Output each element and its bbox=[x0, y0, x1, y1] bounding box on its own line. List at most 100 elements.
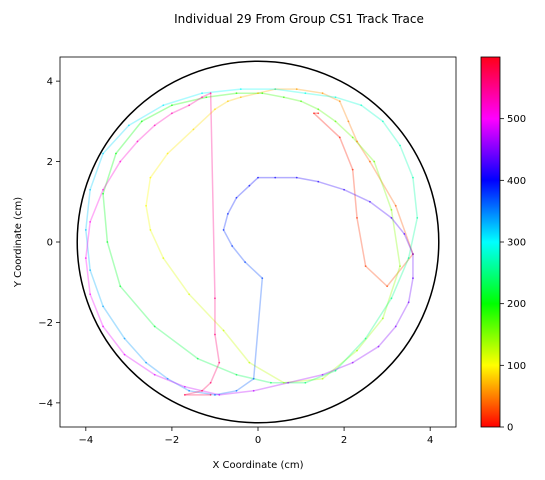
y-tick-label: −4 bbox=[38, 398, 53, 409]
track-point bbox=[360, 104, 363, 107]
track-segment bbox=[196, 357, 238, 376]
track-segment bbox=[382, 120, 401, 147]
track-point bbox=[235, 373, 238, 376]
track-point bbox=[231, 245, 234, 247]
track-segment bbox=[339, 136, 354, 171]
track-segment bbox=[214, 333, 221, 364]
track-segment bbox=[283, 96, 302, 102]
track-segment bbox=[222, 213, 229, 231]
track-segment bbox=[184, 390, 203, 396]
track-segment bbox=[399, 144, 414, 179]
y-tick-label: 0 bbox=[47, 238, 53, 249]
track-segment bbox=[343, 188, 371, 203]
track-segment bbox=[145, 176, 152, 207]
track-point bbox=[214, 333, 216, 336]
track-point bbox=[399, 144, 401, 147]
track-segment bbox=[102, 192, 109, 243]
track-segment bbox=[356, 140, 371, 163]
x-tick-label: 4 bbox=[427, 435, 433, 446]
track-point bbox=[102, 152, 104, 155]
track-segment bbox=[166, 377, 190, 392]
colorbar-tick-label: 500 bbox=[507, 114, 526, 125]
colorbar-tick-label: 100 bbox=[507, 361, 526, 372]
track-point bbox=[407, 257, 410, 259]
track-point bbox=[140, 120, 143, 123]
track-point bbox=[145, 204, 147, 207]
track-point bbox=[102, 325, 104, 328]
track-segment bbox=[119, 140, 139, 163]
track-point bbox=[205, 96, 208, 99]
track-segment bbox=[394, 301, 410, 328]
track-point bbox=[274, 88, 277, 91]
track-segment bbox=[295, 88, 324, 94]
track-point bbox=[295, 88, 298, 91]
track-point bbox=[313, 112, 315, 115]
track-point bbox=[261, 92, 264, 95]
track-segment bbox=[373, 160, 393, 211]
track-point bbox=[390, 208, 393, 211]
track-point bbox=[226, 100, 229, 103]
track-point bbox=[218, 361, 221, 364]
track-point bbox=[102, 305, 104, 308]
track-segment bbox=[119, 285, 156, 328]
track-point bbox=[214, 297, 216, 300]
track-segment bbox=[166, 128, 195, 155]
track-segment bbox=[214, 100, 229, 111]
track-segment bbox=[205, 92, 238, 98]
track-point bbox=[201, 389, 203, 392]
track-segment bbox=[364, 297, 393, 340]
track-point bbox=[218, 393, 221, 396]
track-point bbox=[317, 108, 320, 111]
track-segment bbox=[227, 96, 242, 102]
track-segment bbox=[89, 269, 104, 308]
track-point bbox=[351, 136, 354, 139]
track-point bbox=[334, 120, 337, 123]
x-axis-title: X Coordinate (cm) bbox=[212, 460, 303, 471]
track-segment bbox=[334, 96, 363, 107]
track-segment bbox=[394, 205, 414, 255]
track-point bbox=[412, 176, 414, 179]
track-segment bbox=[192, 108, 216, 131]
track-point bbox=[399, 265, 401, 268]
track-point bbox=[416, 216, 419, 219]
track-point bbox=[102, 188, 104, 191]
track-segment bbox=[153, 112, 173, 127]
track-point bbox=[115, 152, 117, 155]
track-segment bbox=[123, 337, 147, 364]
colorbar-gradient bbox=[481, 57, 500, 427]
track-segment bbox=[317, 108, 337, 123]
track-point bbox=[412, 277, 414, 280]
track-point bbox=[369, 160, 371, 163]
track-segment bbox=[412, 176, 419, 219]
track-point bbox=[300, 100, 302, 103]
track-point bbox=[171, 104, 173, 107]
track-point bbox=[412, 253, 414, 255]
track-segment bbox=[145, 361, 169, 380]
track-segment bbox=[295, 176, 320, 183]
track-segment bbox=[369, 160, 397, 207]
track-point bbox=[153, 124, 156, 127]
track-segment bbox=[334, 120, 354, 139]
track-segment bbox=[360, 104, 384, 123]
track-point bbox=[149, 229, 152, 231]
track-point bbox=[127, 124, 130, 127]
track-point bbox=[295, 176, 298, 179]
track-segment bbox=[407, 277, 414, 304]
track-segment bbox=[102, 325, 126, 356]
track-point bbox=[235, 196, 238, 199]
track-point bbox=[123, 353, 126, 356]
track-segment bbox=[222, 229, 233, 247]
track-point bbox=[209, 92, 212, 95]
track-point bbox=[89, 293, 92, 296]
track-point bbox=[119, 160, 122, 163]
track-segment bbox=[252, 382, 289, 392]
track-segment bbox=[162, 257, 190, 296]
track-point bbox=[89, 188, 92, 191]
track-point bbox=[317, 180, 320, 183]
track-segment bbox=[102, 152, 117, 195]
track-point bbox=[257, 176, 259, 179]
track-segment bbox=[377, 325, 397, 348]
track-point bbox=[188, 293, 191, 296]
track-segment bbox=[201, 88, 242, 94]
track-segment bbox=[149, 152, 169, 179]
